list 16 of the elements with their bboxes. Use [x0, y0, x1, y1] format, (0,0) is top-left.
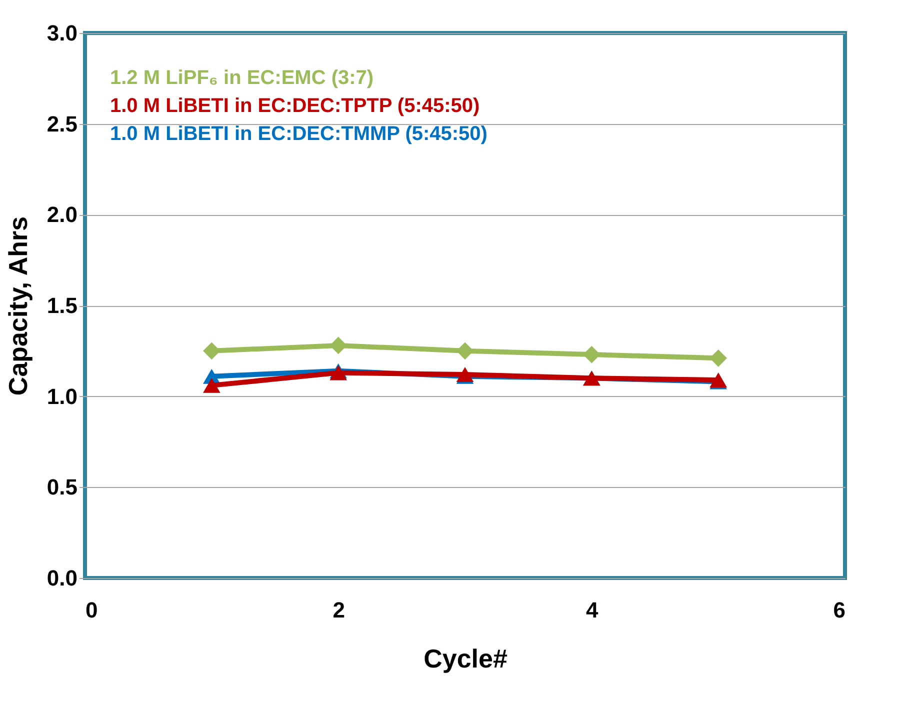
y-axis-title: Capacity, Ahrs — [2, 216, 33, 396]
text: 1.0 M LiBETI in EC:DEC:TPTP (5:45:50) — [110, 95, 480, 117]
y-tick-label: 0.0 — [46, 566, 78, 590]
text: 1.2 M LiPF₆ in EC:EMC (3:7) — [110, 67, 374, 89]
x-tick-label: 6 — [833, 598, 846, 622]
y-tick-label: 2.0 — [46, 202, 78, 228]
y-tick-label: 3.0 — [46, 20, 78, 46]
x-axis-title: Cycle# — [424, 644, 508, 674]
text: 1.0 M LiBETI in EC:DEC:TMMP (5:45:50) — [110, 123, 488, 145]
x-tick-label: 4 — [586, 598, 600, 622]
y-tick-label: 1.5 — [46, 293, 78, 318]
x-tick-label: 2 — [332, 598, 345, 622]
y-tick-label: 1.0 — [46, 384, 78, 409]
x-tick-label: 0 — [86, 598, 98, 622]
y-tick-label: 0.5 — [46, 474, 78, 500]
y-tick-label: 2.5 — [46, 111, 78, 136]
